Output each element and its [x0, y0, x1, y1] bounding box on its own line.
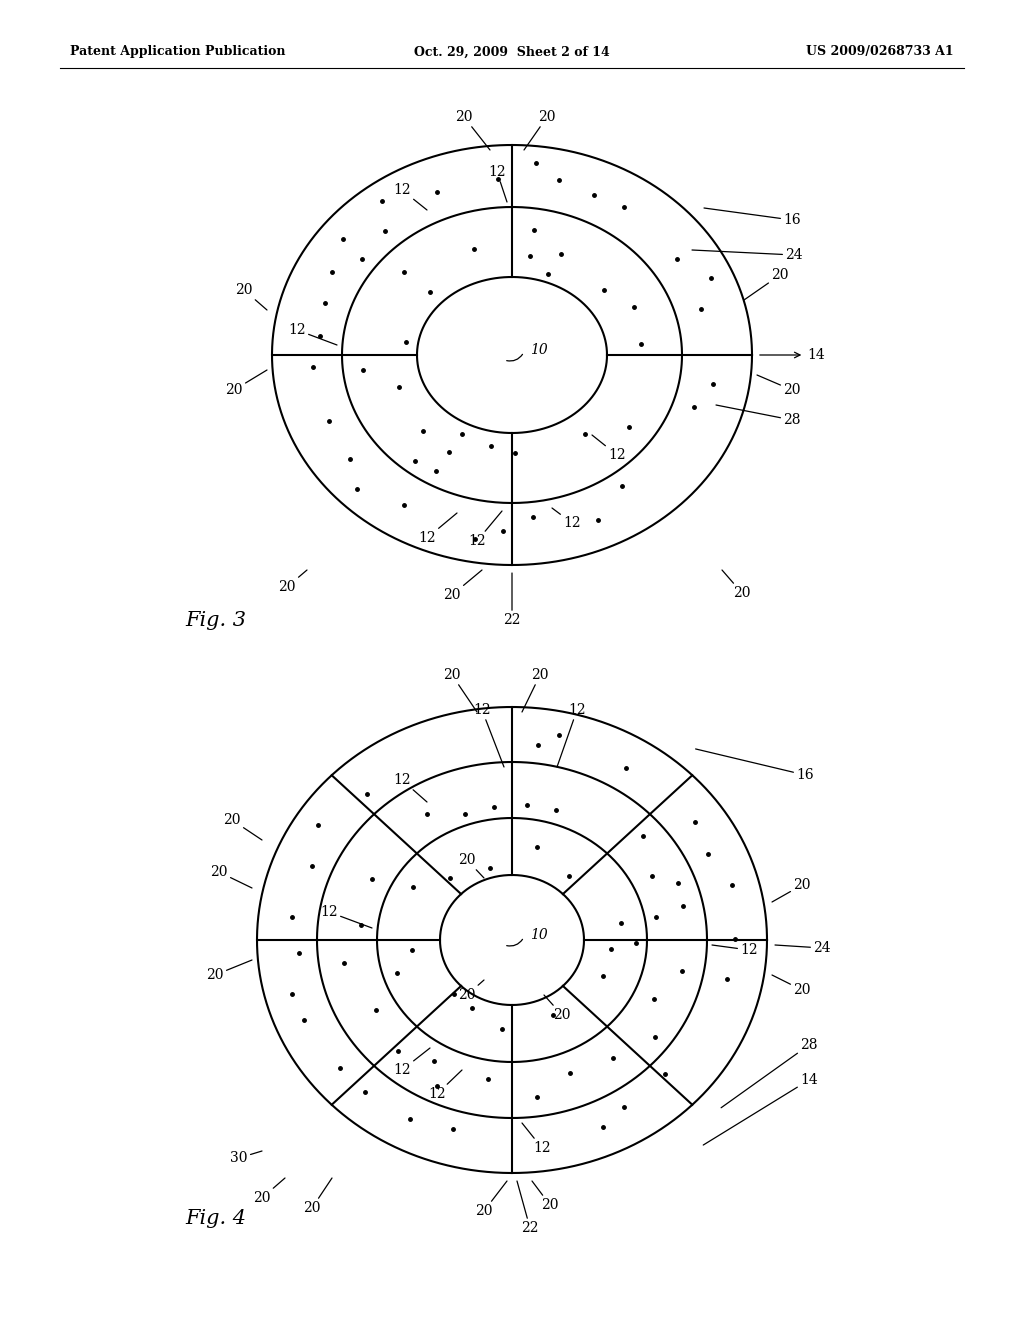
Text: 12: 12 [393, 183, 427, 210]
Text: 20: 20 [722, 570, 751, 601]
Text: 16: 16 [695, 748, 814, 781]
Text: 12: 12 [557, 704, 586, 767]
Text: 30: 30 [230, 1151, 262, 1166]
Text: 20: 20 [532, 1181, 559, 1212]
Text: 12: 12 [468, 511, 502, 548]
Text: 20: 20 [744, 268, 788, 300]
Text: 20: 20 [522, 668, 549, 711]
Text: Patent Application Publication: Patent Application Publication [70, 45, 286, 58]
Text: 20: 20 [459, 853, 484, 878]
Text: 12: 12 [522, 1123, 551, 1155]
Text: 20: 20 [475, 1181, 507, 1218]
Text: Oct. 29, 2009  Sheet 2 of 14: Oct. 29, 2009 Sheet 2 of 14 [414, 45, 610, 58]
Text: Fig. 4: Fig. 4 [185, 1209, 246, 1228]
Text: 20: 20 [772, 878, 811, 902]
Text: 20: 20 [253, 1177, 285, 1205]
Text: 12: 12 [393, 774, 427, 803]
Text: US 2009/0268733 A1: US 2009/0268733 A1 [806, 45, 954, 58]
Text: 24: 24 [692, 248, 803, 261]
Text: 12: 12 [321, 906, 372, 928]
Text: 12: 12 [473, 704, 504, 767]
Text: 14: 14 [703, 1073, 818, 1144]
Text: Fig. 3: Fig. 3 [185, 610, 246, 630]
Text: 10: 10 [530, 343, 548, 356]
Text: 12: 12 [552, 508, 581, 531]
Text: 22: 22 [517, 1181, 539, 1236]
Text: 20: 20 [279, 570, 307, 594]
Text: 28: 28 [721, 1038, 818, 1107]
Text: 12: 12 [712, 942, 758, 957]
Text: 14: 14 [760, 348, 824, 362]
Text: 20: 20 [772, 975, 811, 997]
Text: 20: 20 [443, 570, 482, 602]
Text: 20: 20 [524, 110, 556, 150]
Text: 20: 20 [223, 813, 262, 840]
Text: 20: 20 [225, 370, 267, 397]
Text: 20: 20 [757, 375, 801, 397]
Text: 12: 12 [288, 323, 337, 345]
Text: 16: 16 [705, 209, 801, 227]
Text: 12: 12 [488, 165, 507, 202]
Text: 12: 12 [418, 513, 457, 545]
Text: 20: 20 [456, 110, 490, 150]
Text: 20: 20 [303, 1177, 332, 1214]
Text: 12: 12 [428, 1071, 462, 1101]
Text: 20: 20 [459, 979, 484, 1002]
Text: 22: 22 [503, 573, 521, 627]
Text: 12: 12 [592, 436, 626, 462]
Text: 20: 20 [544, 995, 570, 1022]
Text: 20: 20 [210, 865, 252, 888]
Text: 10: 10 [530, 928, 548, 942]
Text: 20: 20 [443, 668, 477, 711]
Text: 20: 20 [236, 282, 267, 310]
Text: 24: 24 [775, 941, 830, 954]
Text: 28: 28 [716, 405, 801, 426]
Text: 20: 20 [206, 960, 252, 982]
Text: 12: 12 [393, 1048, 430, 1077]
